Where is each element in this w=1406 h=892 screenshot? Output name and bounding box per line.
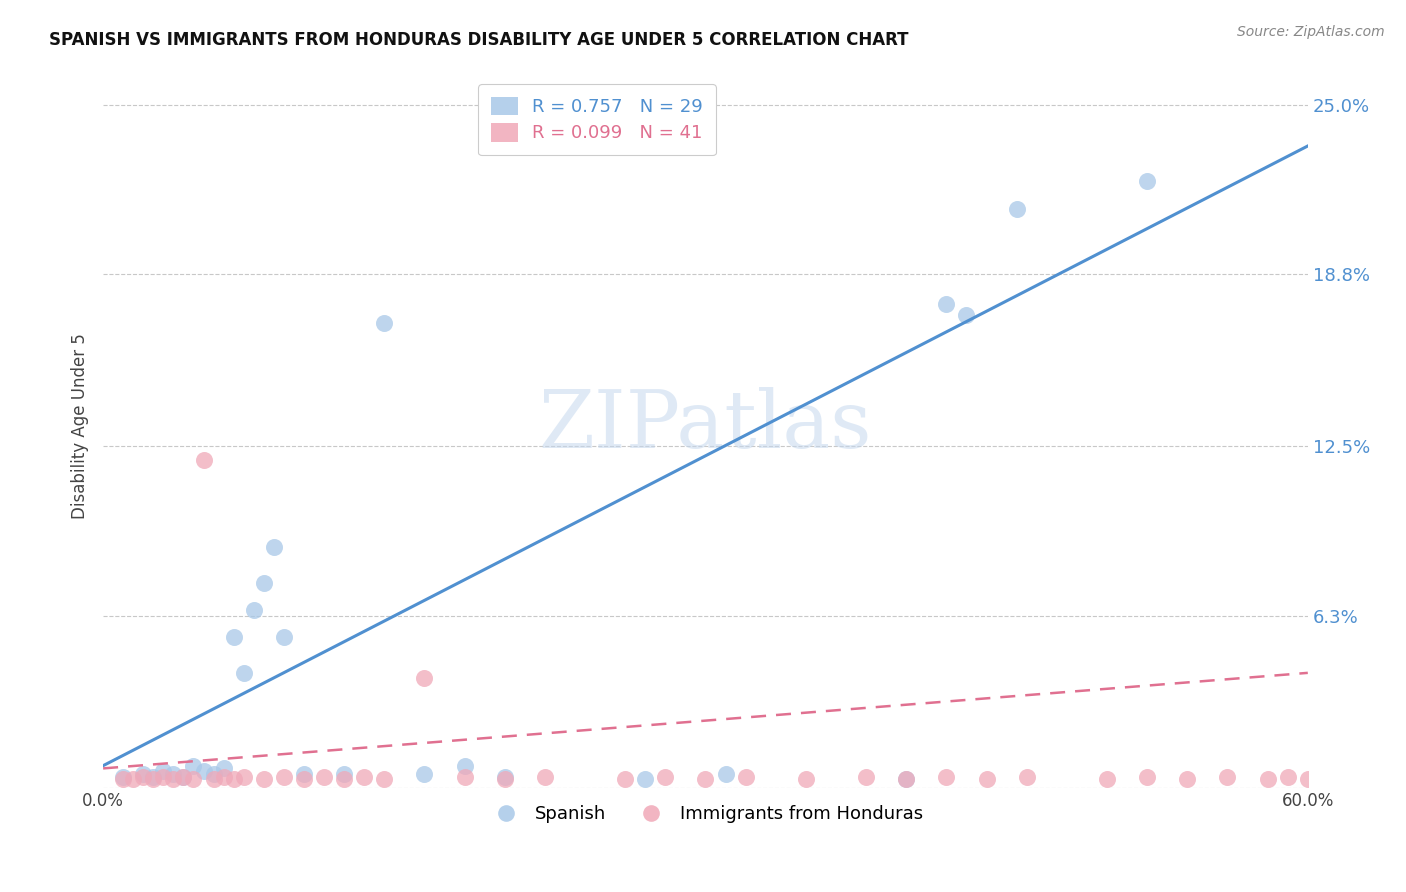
Point [654,770,676,784]
Point [1095,772,1118,787]
Point [634,772,657,787]
Point [183,772,205,787]
Point [695,772,717,787]
Point [112,770,135,784]
Point [132,767,155,781]
Point [263,541,285,555]
Point [172,770,194,784]
Point [1136,174,1159,188]
Point [122,772,145,787]
Point [232,665,254,680]
Point [172,770,194,784]
Point [142,770,165,784]
Point [162,767,184,781]
Text: Source: ZipAtlas.com: Source: ZipAtlas.com [1237,25,1385,39]
Point [333,772,356,787]
Point [896,772,918,787]
Point [1005,202,1028,216]
Point [132,770,155,784]
Point [453,758,475,772]
Point [614,772,637,787]
Point [1277,770,1299,784]
Point [896,772,918,787]
Point [202,767,225,781]
Point [273,631,295,645]
Point [253,575,276,590]
Point [112,772,135,787]
Point [232,770,254,784]
Point [935,770,957,784]
Point [193,453,215,467]
Point [1216,770,1239,784]
Point [212,761,235,775]
Point [202,772,225,787]
Legend: Spanish, Immigrants from Honduras: Spanish, Immigrants from Honduras [481,798,931,830]
Point [976,772,998,787]
Point [353,770,375,784]
Point [333,767,356,781]
Point [242,603,264,617]
Point [734,770,756,784]
Point [152,770,174,784]
Point [1257,772,1279,787]
Point [494,772,516,787]
Point [714,767,737,781]
Point [152,764,174,779]
Y-axis label: Disability Age Under 5: Disability Age Under 5 [72,333,89,519]
Point [494,770,516,784]
Point [935,297,957,311]
Point [193,764,215,779]
Text: SPANISH VS IMMIGRANTS FROM HONDURAS DISABILITY AGE UNDER 5 CORRELATION CHART: SPANISH VS IMMIGRANTS FROM HONDURAS DISA… [49,31,908,49]
Point [373,317,395,331]
Point [855,770,877,784]
Point [794,772,817,787]
Point [955,308,977,322]
Point [1015,770,1038,784]
Point [453,770,475,784]
Point [1136,770,1159,784]
Point [1296,772,1319,787]
Point [312,770,335,784]
Point [534,770,557,784]
Point [373,772,395,787]
Point [222,631,245,645]
Point [253,772,276,787]
Point [162,772,184,787]
Point [142,772,165,787]
Point [273,770,295,784]
Point [222,772,245,787]
Point [413,671,436,685]
Point [212,770,235,784]
Point [1175,772,1198,787]
Point [183,758,205,772]
Point [292,772,315,787]
Point [413,767,436,781]
Point [292,767,315,781]
Text: ZIPatlas: ZIPatlas [538,387,872,465]
